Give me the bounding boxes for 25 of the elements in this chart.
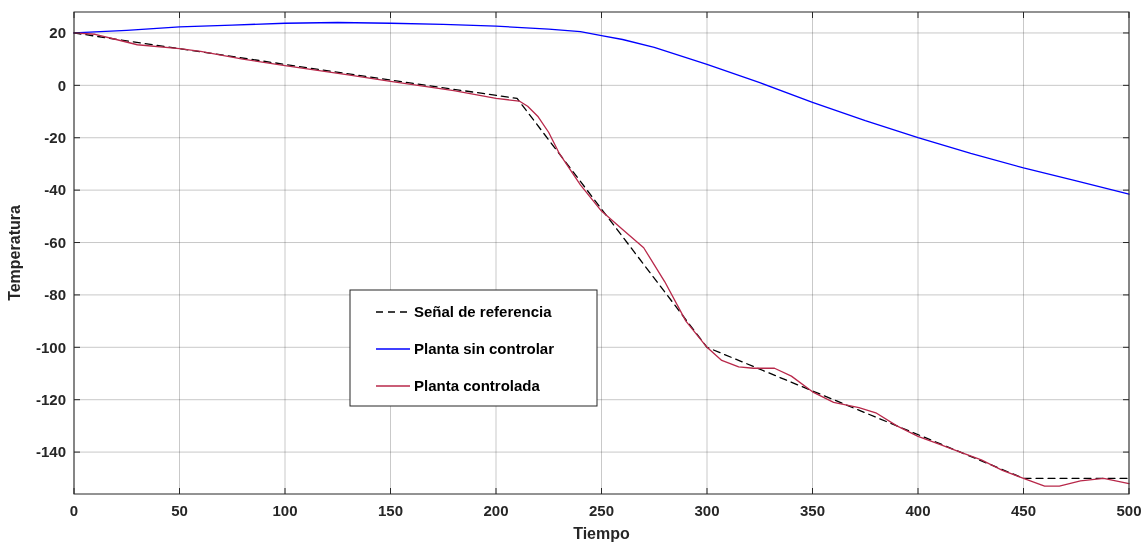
legend-label: Señal de referencia	[414, 303, 553, 321]
x-tick-label: 0	[69, 502, 79, 519]
x-tick-label: 350	[799, 502, 826, 519]
x-tick-label: 250	[588, 502, 615, 519]
x-tick-label: 300	[694, 502, 720, 519]
x-tick-label: 450	[1010, 502, 1037, 519]
y-axis-title: Temperatura	[6, 205, 23, 301]
x-tick-label: 400	[905, 502, 931, 519]
y-tick-label: 0	[57, 76, 66, 94]
y-tick-label: -60	[44, 233, 66, 251]
x-axis-title: Tiempo	[573, 525, 631, 542]
y-tick-label: -20	[44, 128, 66, 146]
y-tick-label: -80	[44, 286, 66, 304]
y-tick-label: -120	[35, 390, 66, 408]
legend-label: Planta controlada	[414, 377, 541, 395]
x-tick-label: 50	[171, 502, 188, 519]
y-tick-label: -40	[44, 181, 66, 199]
x-tick-label: 150	[377, 502, 404, 519]
x-tick-label: 100	[272, 502, 298, 519]
x-tick-label: 200	[483, 502, 509, 519]
y-tick-label: 20	[49, 24, 66, 42]
legend-label: Planta sin controlar	[414, 340, 555, 358]
y-tick-label: -100	[35, 338, 66, 356]
y-tick-label: -140	[35, 443, 66, 461]
x-tick-label: 500	[1116, 502, 1142, 519]
